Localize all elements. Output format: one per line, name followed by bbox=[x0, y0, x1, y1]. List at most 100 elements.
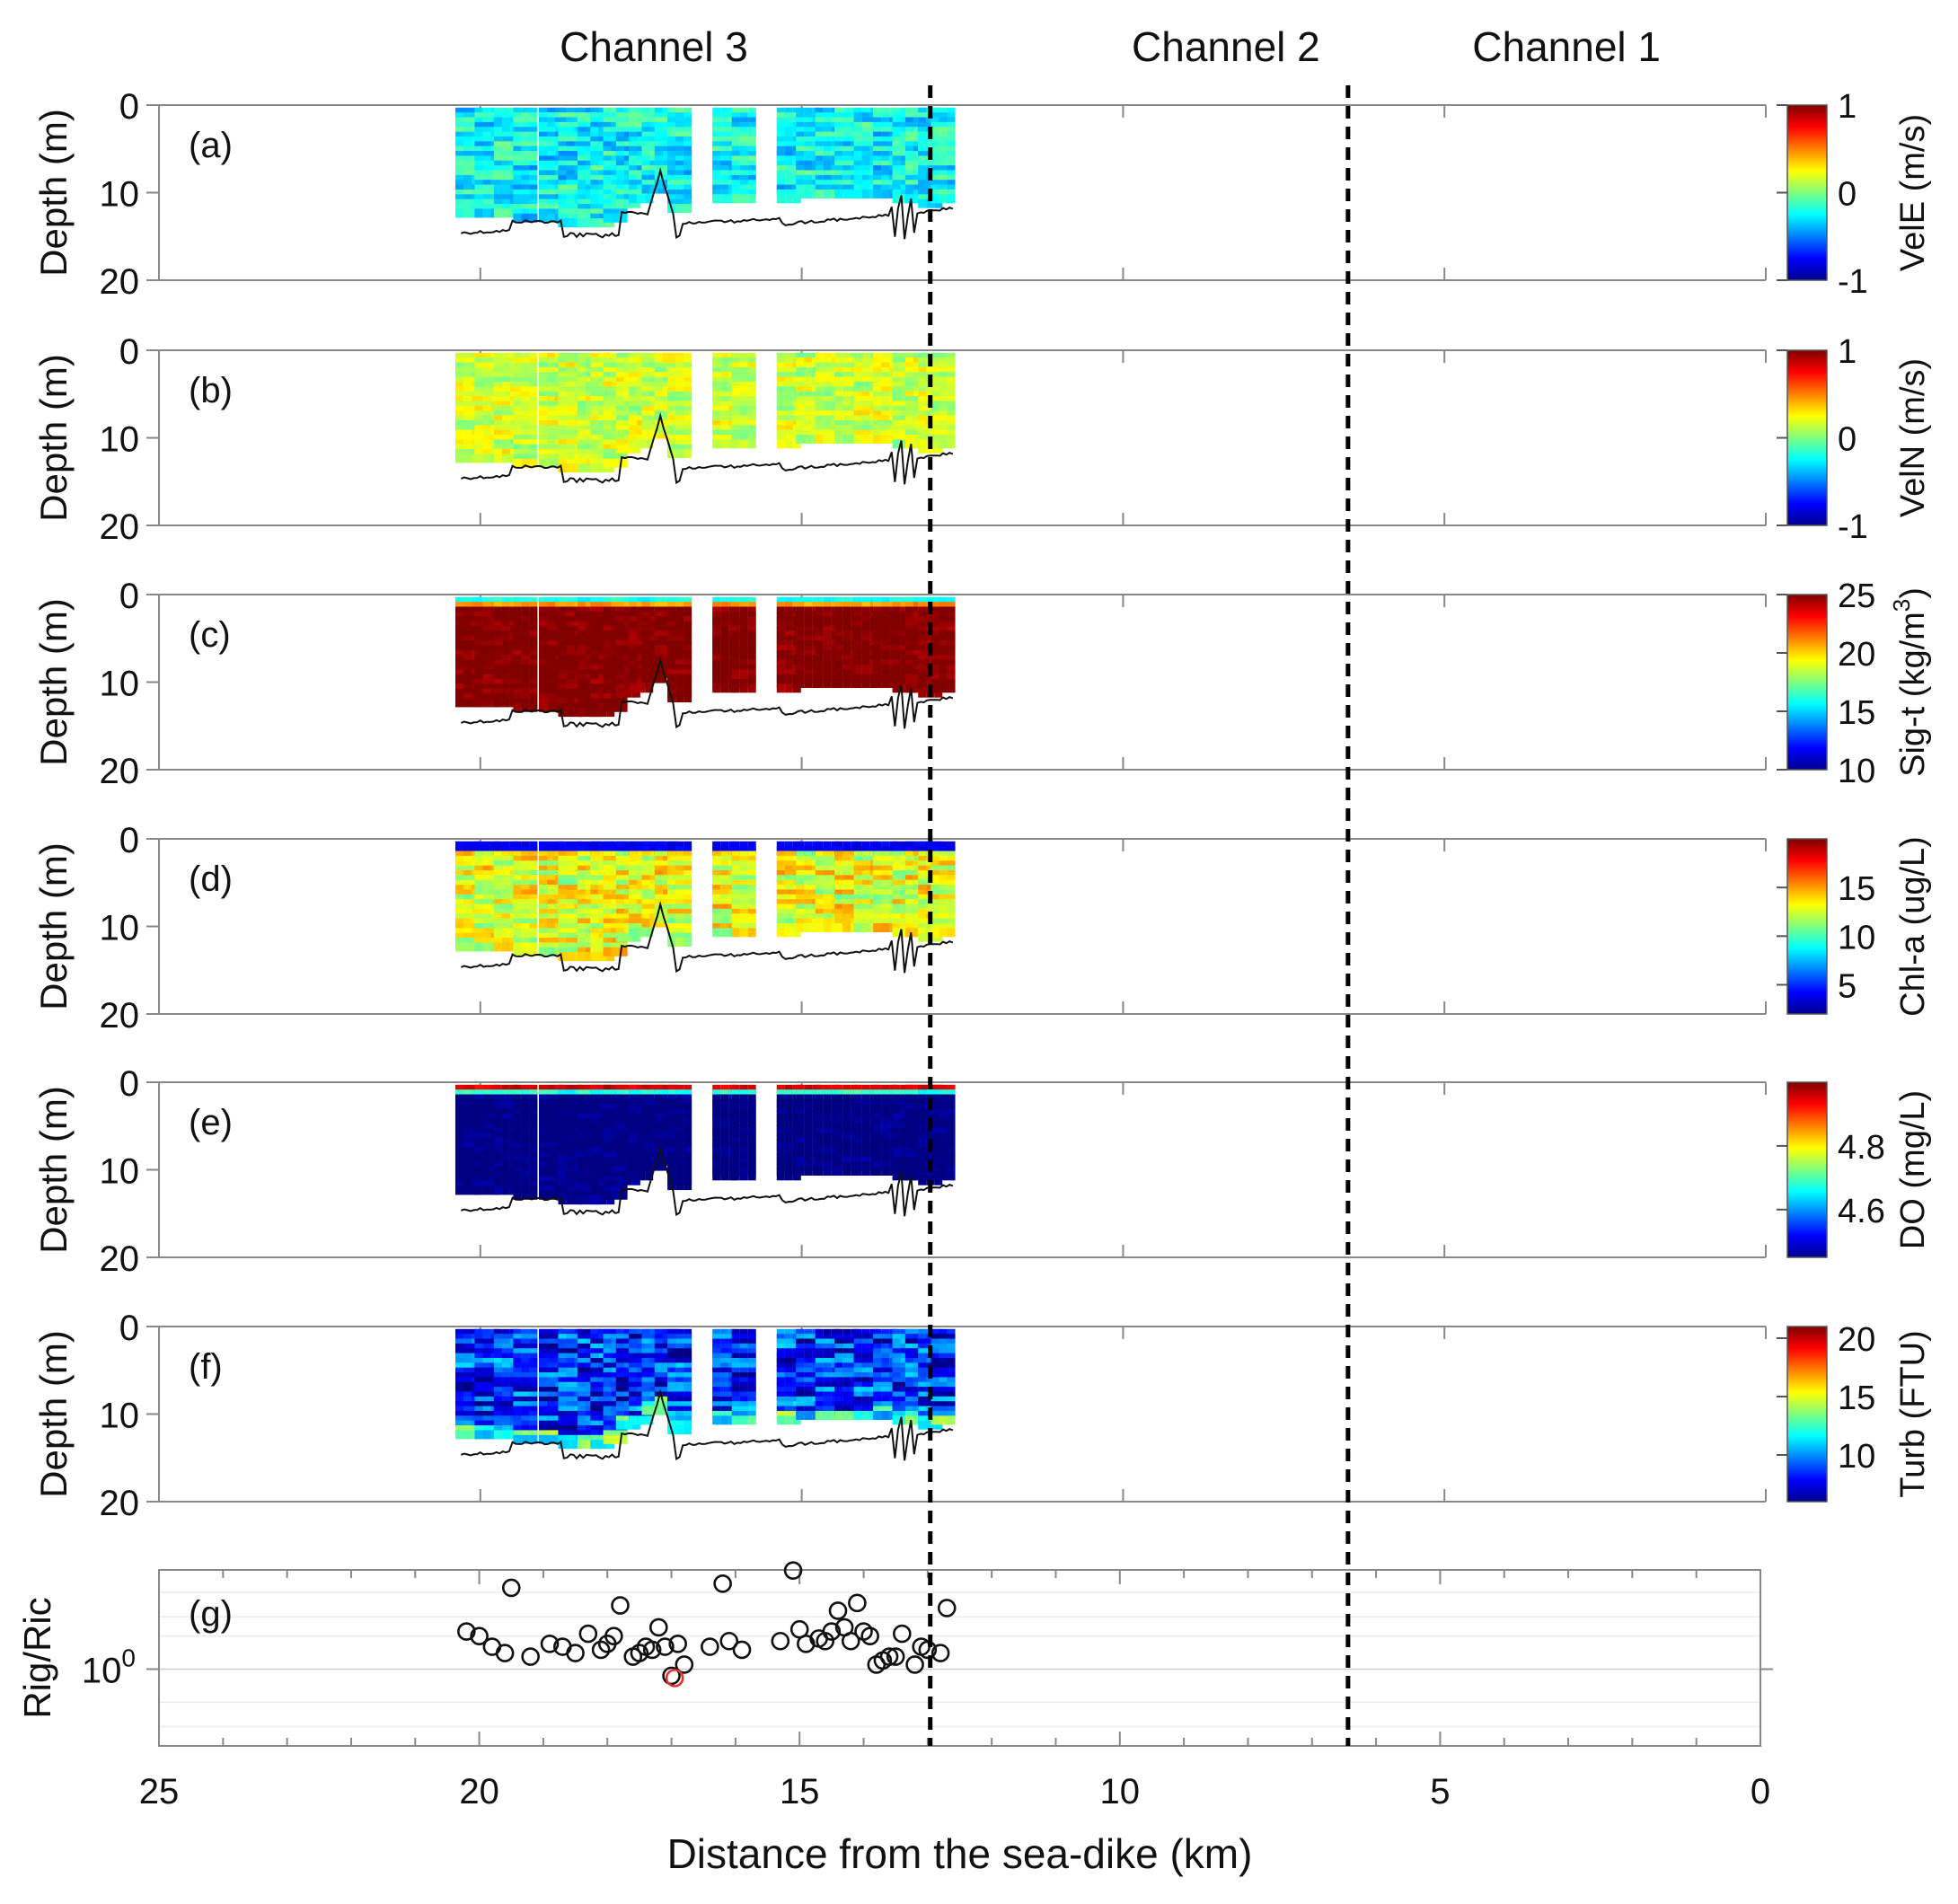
profile-point bbox=[747, 419, 756, 429]
profile-point bbox=[930, 170, 939, 180]
profile-point bbox=[892, 616, 901, 626]
profile-point bbox=[815, 362, 824, 372]
profile-point bbox=[521, 362, 530, 372]
profile-point bbox=[675, 683, 684, 693]
profile-point bbox=[474, 396, 483, 406]
profile-point bbox=[547, 602, 556, 612]
profile-point bbox=[842, 180, 851, 190]
profile-point bbox=[558, 117, 567, 127]
profile-point bbox=[930, 357, 939, 367]
profile-point bbox=[611, 376, 620, 386]
profile-point bbox=[842, 141, 851, 151]
profile-point bbox=[454, 885, 463, 895]
profile-point bbox=[823, 419, 832, 429]
profile-point bbox=[815, 649, 824, 659]
profile-point bbox=[667, 625, 676, 635]
profile-point bbox=[834, 621, 843, 630]
profile-point bbox=[539, 655, 548, 665]
profile-point bbox=[904, 410, 913, 420]
profile-point bbox=[454, 602, 463, 612]
profile-point bbox=[934, 198, 943, 208]
profile-point bbox=[654, 381, 663, 391]
profile-point bbox=[654, 107, 663, 117]
profile-point bbox=[513, 194, 522, 204]
profile-point bbox=[615, 688, 624, 698]
profile-point bbox=[619, 693, 628, 703]
profile-point bbox=[712, 376, 721, 386]
profile-point bbox=[654, 410, 663, 420]
profile-point bbox=[930, 121, 939, 131]
profile-point bbox=[918, 151, 927, 161]
profile-point bbox=[904, 386, 913, 396]
colorbar-label-text: VelN (m/s) bbox=[1894, 358, 1932, 517]
profile-point bbox=[662, 655, 671, 665]
profile-point bbox=[913, 362, 922, 372]
profile-point bbox=[566, 170, 575, 180]
profile-point bbox=[892, 434, 901, 444]
profile-point bbox=[684, 391, 692, 401]
profile-point bbox=[629, 391, 638, 401]
profile-point bbox=[776, 625, 785, 635]
profile-point bbox=[739, 596, 748, 606]
profile-point bbox=[853, 165, 862, 175]
profile-point bbox=[712, 180, 721, 190]
profile-point bbox=[521, 155, 530, 165]
profile-point bbox=[529, 688, 538, 698]
profile-point bbox=[804, 602, 813, 612]
profile-point bbox=[947, 596, 956, 606]
profile-point bbox=[675, 688, 684, 698]
profile-point bbox=[547, 405, 556, 415]
profile-point bbox=[776, 381, 785, 391]
profile-point bbox=[913, 410, 922, 420]
profile-point bbox=[834, 640, 843, 650]
profile-point bbox=[629, 664, 638, 674]
profile-point bbox=[547, 669, 556, 679]
profile-point bbox=[712, 640, 721, 650]
profile-point bbox=[654, 352, 663, 362]
profile-point bbox=[463, 415, 472, 425]
profile-point bbox=[566, 121, 575, 131]
profile-point bbox=[892, 155, 901, 165]
profile-point bbox=[804, 151, 813, 161]
profile-point bbox=[918, 141, 927, 151]
profile-point bbox=[842, 425, 851, 435]
profile-point bbox=[784, 664, 793, 674]
profile-point bbox=[720, 357, 729, 367]
profile-point bbox=[637, 121, 646, 131]
profile-point bbox=[815, 616, 824, 626]
profile-point bbox=[501, 621, 510, 630]
profile-point bbox=[590, 630, 599, 640]
profile-point bbox=[861, 635, 870, 645]
profile-point bbox=[637, 372, 646, 382]
profile-point bbox=[577, 170, 586, 180]
profile-point bbox=[913, 127, 922, 137]
profile-point bbox=[611, 121, 620, 131]
profile-point bbox=[513, 396, 522, 406]
profile-point bbox=[474, 117, 483, 127]
profile-point bbox=[947, 372, 956, 382]
profile-point bbox=[731, 189, 740, 198]
profile-point bbox=[501, 419, 510, 429]
profile-point bbox=[720, 625, 729, 635]
profile-point bbox=[667, 640, 676, 650]
profile-point bbox=[454, 928, 463, 938]
profile-point bbox=[611, 160, 620, 170]
profile-point bbox=[623, 136, 632, 145]
profile-point bbox=[918, 645, 927, 655]
profile-point bbox=[547, 698, 556, 708]
profile-point bbox=[776, 357, 785, 367]
profile-point bbox=[747, 145, 756, 155]
profile-point bbox=[731, 165, 740, 175]
profile-point bbox=[796, 635, 805, 645]
profile-point bbox=[913, 386, 922, 396]
profile-point bbox=[881, 596, 890, 606]
profile-point bbox=[675, 649, 684, 659]
profile-point bbox=[815, 136, 824, 145]
profile-point bbox=[529, 669, 538, 679]
profile-point bbox=[558, 425, 567, 435]
profile-point bbox=[577, 117, 586, 127]
profile-point bbox=[900, 621, 909, 630]
profile-point bbox=[463, 841, 472, 851]
profile-point bbox=[747, 376, 756, 386]
profile-point bbox=[513, 198, 522, 208]
